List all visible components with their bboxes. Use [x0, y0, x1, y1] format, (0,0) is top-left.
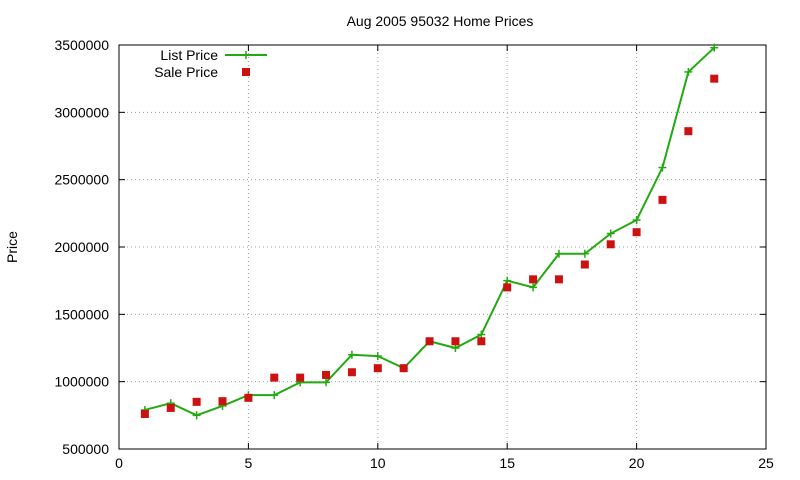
sale-price-point: [606, 240, 615, 249]
list-price-point: [580, 249, 589, 258]
sale-price-point: [399, 364, 408, 373]
legend-label-list-price: List Price: [160, 47, 218, 63]
sale-price-point: [554, 275, 563, 284]
legend-swatch-point: [242, 51, 250, 59]
sale-price-point: [710, 74, 719, 83]
y-tick-label: 3000000: [54, 104, 109, 120]
y-tick-label: 500000: [62, 441, 109, 457]
list-price-point: [373, 352, 382, 361]
plot-frame: [118, 44, 767, 450]
sale-price-point: [425, 337, 434, 346]
y-tick-label: 2000000: [54, 239, 109, 255]
sale-price-point: [503, 283, 512, 292]
legend-swatch-square: [242, 68, 250, 76]
series-layer: [140, 43, 719, 420]
chart-title: Aug 2005 95032 Home Prices: [347, 13, 534, 29]
list-price-point: [503, 276, 512, 285]
sale-price-point: [192, 397, 201, 406]
series-sale-price: [140, 74, 719, 418]
sale-price-point: [218, 397, 227, 406]
x-tick-label: 5: [245, 455, 253, 471]
y-tick-label: 1500000: [54, 306, 109, 322]
sale-price-point: [244, 393, 253, 402]
sale-price-point: [684, 127, 693, 136]
list-price-point: [477, 330, 486, 339]
y-tick-label: 1000000: [54, 374, 109, 390]
y-tick-label: 2500000: [54, 172, 109, 188]
sale-price-point: [632, 228, 641, 237]
list-price-point: [322, 378, 331, 387]
list-price-point: [554, 249, 563, 258]
list-price-point: [632, 216, 641, 225]
list-price-point: [658, 163, 667, 172]
list-price-point: [529, 283, 538, 292]
axis-layer: 0 5 10 15 20 25 500000 1000000 1500000 2000000 250…: [54, 37, 774, 471]
sale-price-point: [373, 364, 382, 373]
sale-price-point: [347, 368, 356, 377]
list-price-point: [347, 350, 356, 359]
sale-price-point: [451, 337, 460, 346]
sale-price-point: [658, 195, 667, 204]
sale-price-point: [270, 373, 279, 382]
x-tick-label: 25: [758, 455, 774, 471]
x-tick-label: 0: [115, 455, 123, 471]
sale-price-point: [296, 373, 305, 382]
sale-price-point: [140, 409, 149, 418]
list-price-point: [270, 391, 279, 400]
list-price-point: [192, 411, 201, 420]
sale-price-point: [166, 403, 175, 412]
sale-price-point: [322, 370, 331, 379]
series-list-price: [140, 43, 719, 420]
list-price-point: [684, 67, 693, 76]
x-tick-label: 10: [370, 455, 386, 471]
list-price-point: [451, 344, 460, 352]
legend-label-sale-price: Sale Price: [154, 64, 218, 80]
sale-price-point: [477, 337, 486, 346]
grid-layer: [119, 45, 766, 449]
y-axis-label: Price: [4, 231, 20, 263]
list-price-point: [710, 43, 719, 52]
sale-price-point: [580, 260, 589, 269]
x-tick-label: 15: [499, 455, 515, 471]
list-price-line: [144, 46, 715, 417]
x-tick-label: 20: [629, 455, 645, 471]
list-price-point: [606, 229, 615, 238]
y-tick-label: 3500000: [54, 37, 109, 53]
sale-price-point: [529, 275, 538, 284]
